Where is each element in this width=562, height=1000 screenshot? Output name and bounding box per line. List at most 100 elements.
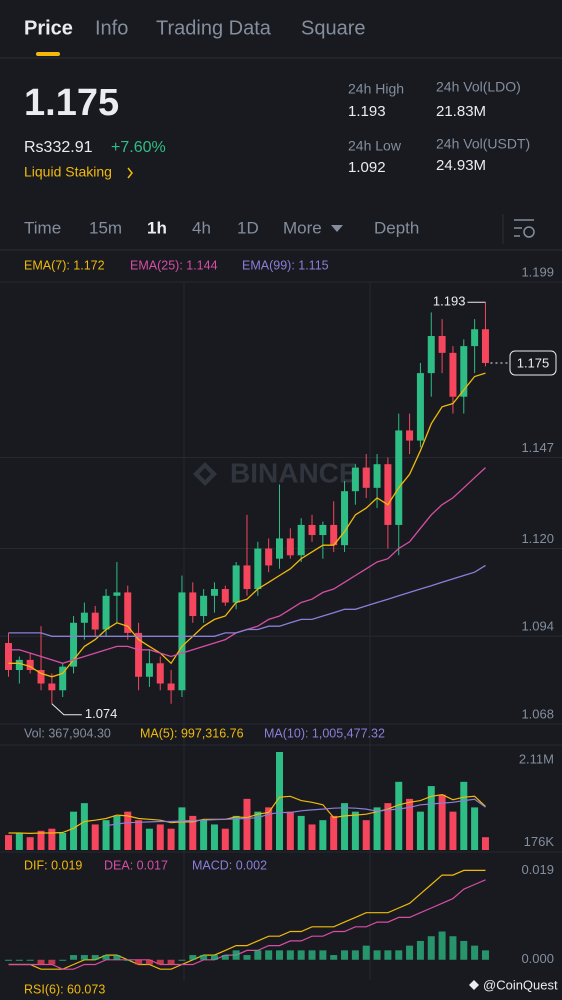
volume-bar [91,824,99,850]
macd-bar [341,950,349,960]
interval[interactable]: 1h [147,218,167,237]
credit: @CoinQuest [483,977,558,992]
macd-bar [286,950,294,960]
candle-body [102,595,110,630]
macd-bar [319,950,327,960]
volume-bar [167,828,175,850]
volume-bar [135,820,143,850]
macd-bar [26,959,34,961]
volume-bar [200,820,208,850]
macd-bar [308,950,316,960]
candle-body [178,592,186,691]
candle-body [254,548,262,590]
last-price-label: 1.175 [517,355,550,370]
candle-body [48,683,56,691]
macd-bar [438,931,446,960]
legend-entry: Vol: 367,904.30 [24,726,111,740]
settings-icon[interactable] [514,219,535,238]
volume-bar [308,824,316,850]
macd-bar [48,959,56,965]
candle-body [59,666,67,691]
volume-bar [362,820,370,850]
volume-bar [373,807,381,850]
macd-bar [460,940,468,960]
interval[interactable]: 1D [237,218,259,237]
macd-bar [395,950,403,960]
tab-indicator [36,52,60,56]
macd-bar [427,936,435,960]
macd-bar [243,955,251,960]
volume-bar [254,811,262,850]
legend-entry: MA(5): 997,316.76 [140,726,244,740]
candle-body [416,373,424,441]
stat-label: 24h High [348,81,404,97]
ma-line [8,793,486,835]
y-tick-label: 1.120 [521,531,554,546]
candle-body [286,538,294,556]
candle-body [210,589,218,596]
volume-bar [113,815,121,850]
volume-bar [351,811,359,850]
tab[interactable]: Trading Data [156,17,272,39]
candle-body [200,595,208,617]
legend-entry: MACD: 0.002 [192,858,267,872]
volume-bar [59,832,67,850]
y-tick-label: 0.019 [521,862,554,877]
stat-value: 1.092 [348,159,386,176]
macd-bar [330,955,338,960]
stat-value: 1.193 [348,103,386,120]
candle-body [341,491,349,546]
macd-bar [471,945,479,960]
interval[interactable]: Time [24,218,61,237]
interval[interactable]: 4h [192,218,211,237]
macd-bar [297,950,305,960]
volume-bar [48,828,56,850]
last-price: 1.175 [24,82,119,124]
macd-bar [276,950,283,960]
volume-bar [221,828,229,850]
candle-body [156,663,164,684]
macd-bar [351,950,359,960]
tab[interactable]: Price [24,17,73,39]
macd-bar [167,959,175,965]
tab[interactable]: Info [95,17,128,39]
macd-bar [481,950,489,960]
macd-bar [449,936,457,960]
annotation-leader [51,703,82,716]
candle-body [265,548,273,566]
macd-bar [178,959,186,961]
category-link[interactable]: Liquid Staking [24,164,112,180]
candle-body [37,670,45,684]
watermark: BINANCE [193,457,358,488]
macd-bar [37,959,45,965]
macd-bar [221,955,229,960]
y-tick-label: 2.11M [519,752,554,767]
macd-line [8,869,486,970]
macd-bar [156,959,164,965]
macd-line [8,879,486,970]
macd-bar [265,950,273,960]
volume-bar [145,828,153,850]
volume-bar [319,820,327,850]
macd-bar [189,955,197,960]
volume-bar [102,820,110,850]
candle-body [70,622,78,667]
candle-body [221,589,229,603]
candle-body [80,612,88,623]
interval[interactable]: Depth [374,218,419,237]
volume-bar [449,811,457,850]
candle-body [232,565,240,603]
watermark-logo [193,462,217,486]
y-tick-label: 1.199 [521,264,554,279]
low-annotation: 1.074 [85,706,118,721]
interval[interactable]: More [283,218,322,237]
macd-bar [15,959,23,961]
volume-bar [265,807,273,850]
candle-body [91,612,99,630]
tab[interactable]: Square [301,17,366,39]
interval[interactable]: 15m [89,218,122,237]
candle-body [243,565,251,590]
candle-body [297,524,305,556]
volume-bar [15,832,23,850]
volume-bar [189,815,197,850]
